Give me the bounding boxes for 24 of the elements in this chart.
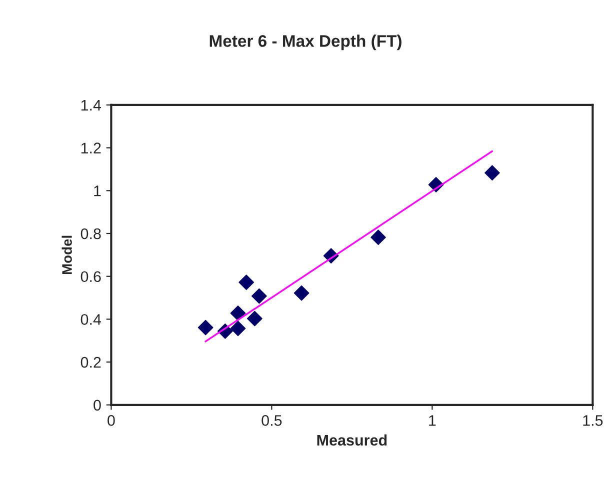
y-tick-label: 0.6 — [80, 271, 101, 282]
y-tick-label: 1.2 — [81, 142, 101, 154]
point — [230, 320, 246, 336]
chart-title: Meter 6 - Max Depth (FT) — [210, 34, 402, 50]
point — [246, 310, 262, 326]
x-tick-label: 1 — [429, 415, 436, 426]
point — [484, 165, 500, 181]
point — [238, 274, 254, 290]
point — [370, 230, 386, 246]
y-tick-label: 0.4 — [80, 314, 102, 325]
y-tick-label: 0.8 — [80, 228, 101, 240]
point — [198, 320, 214, 336]
x-tick-label: 0 — [108, 415, 115, 426]
point — [294, 285, 310, 301]
point — [230, 306, 246, 321]
y-tick-label: 0.2 — [80, 356, 101, 368]
y-tick-label: 1.4 — [81, 100, 102, 110]
y-axis-title: Model — [62, 236, 72, 274]
x-tick-label: 0.5 — [262, 415, 282, 426]
y-tick-label: 0 — [94, 400, 101, 411]
y-tick-label: 1 — [94, 186, 101, 196]
x-axis-title: Measured — [317, 434, 387, 446]
x-tick-label: 1.5 — [583, 415, 603, 426]
point — [251, 288, 267, 304]
